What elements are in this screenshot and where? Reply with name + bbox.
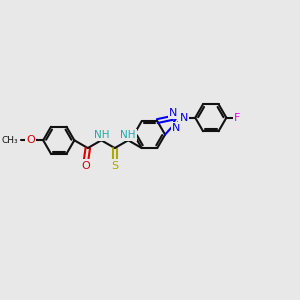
Text: O: O <box>82 160 90 171</box>
Text: N: N <box>172 123 181 133</box>
Text: F: F <box>234 113 240 123</box>
Text: O: O <box>26 135 35 145</box>
Text: NH: NH <box>94 130 109 140</box>
Text: CH₃: CH₃ <box>1 136 18 145</box>
Text: N: N <box>179 113 188 123</box>
Text: NH: NH <box>121 130 136 140</box>
Text: S: S <box>111 160 118 171</box>
Text: N: N <box>169 108 178 118</box>
